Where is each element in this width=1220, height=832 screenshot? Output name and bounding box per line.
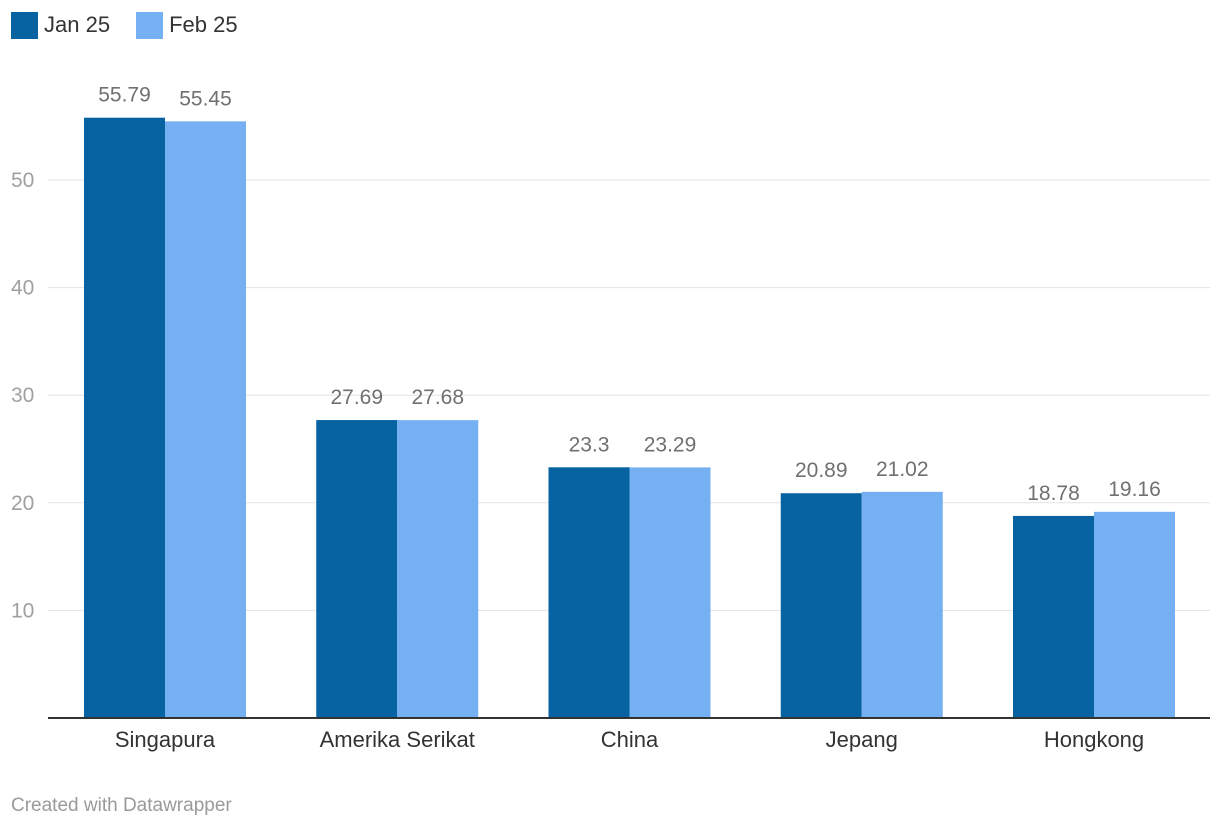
value-label: 19.16 — [1108, 478, 1161, 501]
legend-label-feb: Feb 25 — [169, 12, 238, 37]
chart-legend: Jan 25 Feb 25 — [11, 10, 264, 40]
value-labels: 55.79 55.45 27.69 27.68 23.3 23.29 20.89 21.02 1… — [98, 84, 1161, 505]
y-tick-label: 20 — [11, 492, 34, 515]
bar — [1094, 511, 1175, 718]
datawrapper-credit: Created with Datawrapper — [11, 795, 232, 816]
y-tick-label: 40 — [11, 277, 34, 300]
value-label: 18.78 — [1027, 482, 1080, 505]
x-tick-label: Hongkong — [1044, 727, 1144, 752]
bar — [629, 467, 711, 718]
bar — [165, 121, 246, 718]
y-tick-label: 30 — [11, 384, 34, 407]
legend-swatch-jan — [11, 11, 38, 39]
axes: 10 20 30 40 50 Singapura Amerika Serikat China J… — [11, 169, 1210, 752]
value-label: 20.89 — [795, 459, 848, 482]
value-label: 27.69 — [330, 386, 383, 409]
x-tick-label: Amerika Serikat — [320, 727, 475, 752]
legend-swatch-feb — [136, 11, 164, 39]
value-label: 55.45 — [179, 87, 232, 110]
legend-label-jan: Jan 25 — [44, 12, 111, 37]
bar — [84, 117, 165, 719]
bar — [780, 493, 862, 718]
bars — [84, 117, 1175, 719]
y-tick-label: 50 — [11, 169, 34, 192]
value-label: 23.29 — [644, 433, 697, 456]
x-tick-label: China — [601, 727, 659, 752]
value-label: 23.3 — [569, 433, 610, 456]
x-tick-label: Singapura — [115, 727, 216, 752]
x-tick-label: Jepang — [826, 727, 898, 752]
bar — [548, 467, 630, 718]
legend-item-feb: Feb 25 — [136, 11, 238, 39]
bar — [1013, 515, 1094, 718]
value-label: 21.02 — [876, 458, 929, 481]
value-label: 55.79 — [98, 84, 151, 107]
y-tick-label: 10 — [11, 599, 34, 622]
bar — [861, 491, 943, 718]
value-label: 27.68 — [411, 386, 464, 409]
bar — [316, 420, 398, 718]
bar — [397, 420, 479, 718]
legend-item-jan: Jan 25 — [11, 11, 111, 39]
